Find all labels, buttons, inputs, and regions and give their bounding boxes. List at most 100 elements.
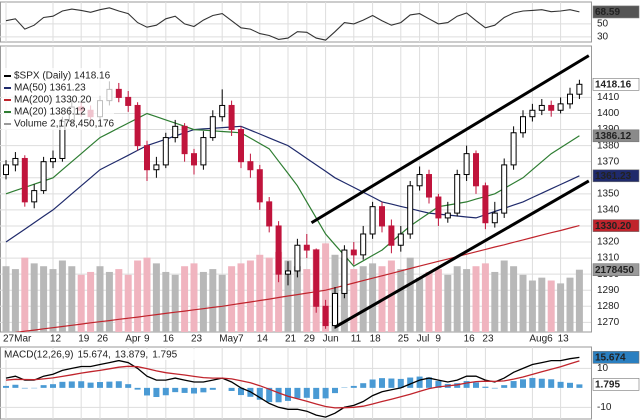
x-tick-label: 23 (482, 334, 494, 345)
histogram-bar (491, 387, 498, 389)
x-tick-label: 9 (144, 334, 150, 345)
legend-label: MA(50) 1361.23 (14, 83, 86, 94)
volume-bar (77, 274, 85, 332)
histogram-bar (78, 381, 85, 388)
x-tick-label: 21 (285, 334, 297, 345)
volume-bar (265, 257, 273, 332)
histogram-bar (266, 387, 273, 403)
trendline (310, 54, 590, 225)
legend-label: MACD(12,26,9) (4, 350, 73, 361)
volume-bar (162, 271, 170, 332)
candle-body (275, 225, 282, 275)
histogram-bar (369, 379, 376, 388)
volume-bar (171, 274, 179, 332)
candle-body (266, 201, 273, 227)
volume-bar (547, 280, 555, 332)
candle-body (40, 161, 47, 192)
volume-bar (68, 266, 76, 332)
histogram-bar (501, 385, 508, 388)
volume-bar (369, 263, 377, 332)
candle-body (520, 116, 526, 134)
series-line (5, 356, 580, 418)
legend-label: MA(200) 1330.20 (14, 95, 92, 106)
candle-body (341, 249, 348, 294)
candle-body (303, 244, 310, 251)
volume-bar (87, 271, 95, 332)
candle-body (379, 206, 385, 227)
volume-bar (472, 266, 480, 332)
histogram-bar (87, 382, 94, 388)
legend-label: $SPX (Daily) 1418.16 (14, 71, 111, 82)
value-tag-label: 1386.12 (595, 131, 632, 142)
candle-body (200, 137, 207, 166)
candle-body (426, 174, 432, 198)
candle-body (369, 206, 376, 235)
x-tick-label: 23 (191, 334, 203, 345)
value-tag (592, 263, 640, 276)
x-tick-label: 18 (370, 334, 382, 345)
candle-body (247, 161, 254, 171)
candle-body (285, 270, 291, 275)
histogram-bar (3, 385, 9, 388)
volume-bar (181, 266, 189, 332)
histogram-bar (106, 381, 113, 388)
legend-label: 1.795 (152, 350, 177, 361)
volume-bar (40, 266, 48, 332)
x-tick-label: Jun (323, 334, 339, 345)
candle-body (144, 145, 150, 171)
volume-bar (453, 266, 461, 332)
volume-bar (218, 274, 226, 332)
candle-body (332, 292, 338, 327)
volume-bar (538, 277, 546, 332)
candle-body (21, 157, 28, 203)
histogram-bar (238, 387, 244, 396)
volume-bar (49, 269, 57, 332)
value-tag-label: 15.674 (595, 353, 626, 364)
volume-bar (416, 277, 424, 332)
volume-bar (237, 263, 245, 332)
histogram-bar (576, 384, 583, 388)
x-tick-label: 25 (398, 334, 410, 345)
histogram-bar (538, 378, 545, 388)
volume-bar (566, 277, 574, 332)
candle-body (482, 185, 489, 224)
candle-body (162, 137, 169, 166)
histogram-bar (59, 381, 66, 388)
y-tick-label: -10 (597, 402, 612, 413)
volume-bar (190, 263, 198, 332)
volume-bar (293, 266, 301, 332)
y-tick-label: 50 (597, 19, 609, 30)
y-tick-label: 1280 (597, 301, 620, 312)
y-tick-label: 1320 (597, 237, 620, 248)
candle-body (228, 104, 235, 131)
histogram-bar (181, 387, 188, 393)
histogram-bar (379, 378, 385, 388)
candle-body (219, 104, 226, 118)
volume-bar (143, 257, 151, 332)
candle-body (454, 174, 461, 214)
y-tick-label: 30 (597, 31, 609, 42)
candle-body (407, 185, 414, 235)
value-tag-label: 68.59 (595, 7, 620, 18)
volume-bar (510, 266, 518, 332)
volume-bar (152, 263, 160, 332)
y-tick-label: 1400 (597, 108, 620, 119)
histogram-bar (125, 384, 132, 388)
histogram-bar (407, 377, 414, 388)
volume-bar (322, 243, 330, 332)
histogram-bar (191, 387, 197, 394)
histogram-bar (153, 387, 160, 398)
volume-bar (463, 269, 471, 332)
volume-bar (575, 269, 583, 332)
x-tick-label: Jul (417, 334, 430, 345)
candle-body (31, 190, 38, 203)
histogram-bar (40, 385, 47, 388)
value-tag (592, 78, 640, 91)
histogram-bar (332, 387, 338, 394)
x-tick-label: 12 (50, 334, 62, 345)
plot-area (5, 7, 580, 41)
volume-bar (209, 269, 217, 332)
histogram-bar (350, 385, 357, 388)
histogram-bar (426, 377, 432, 388)
candle-body (576, 83, 583, 95)
